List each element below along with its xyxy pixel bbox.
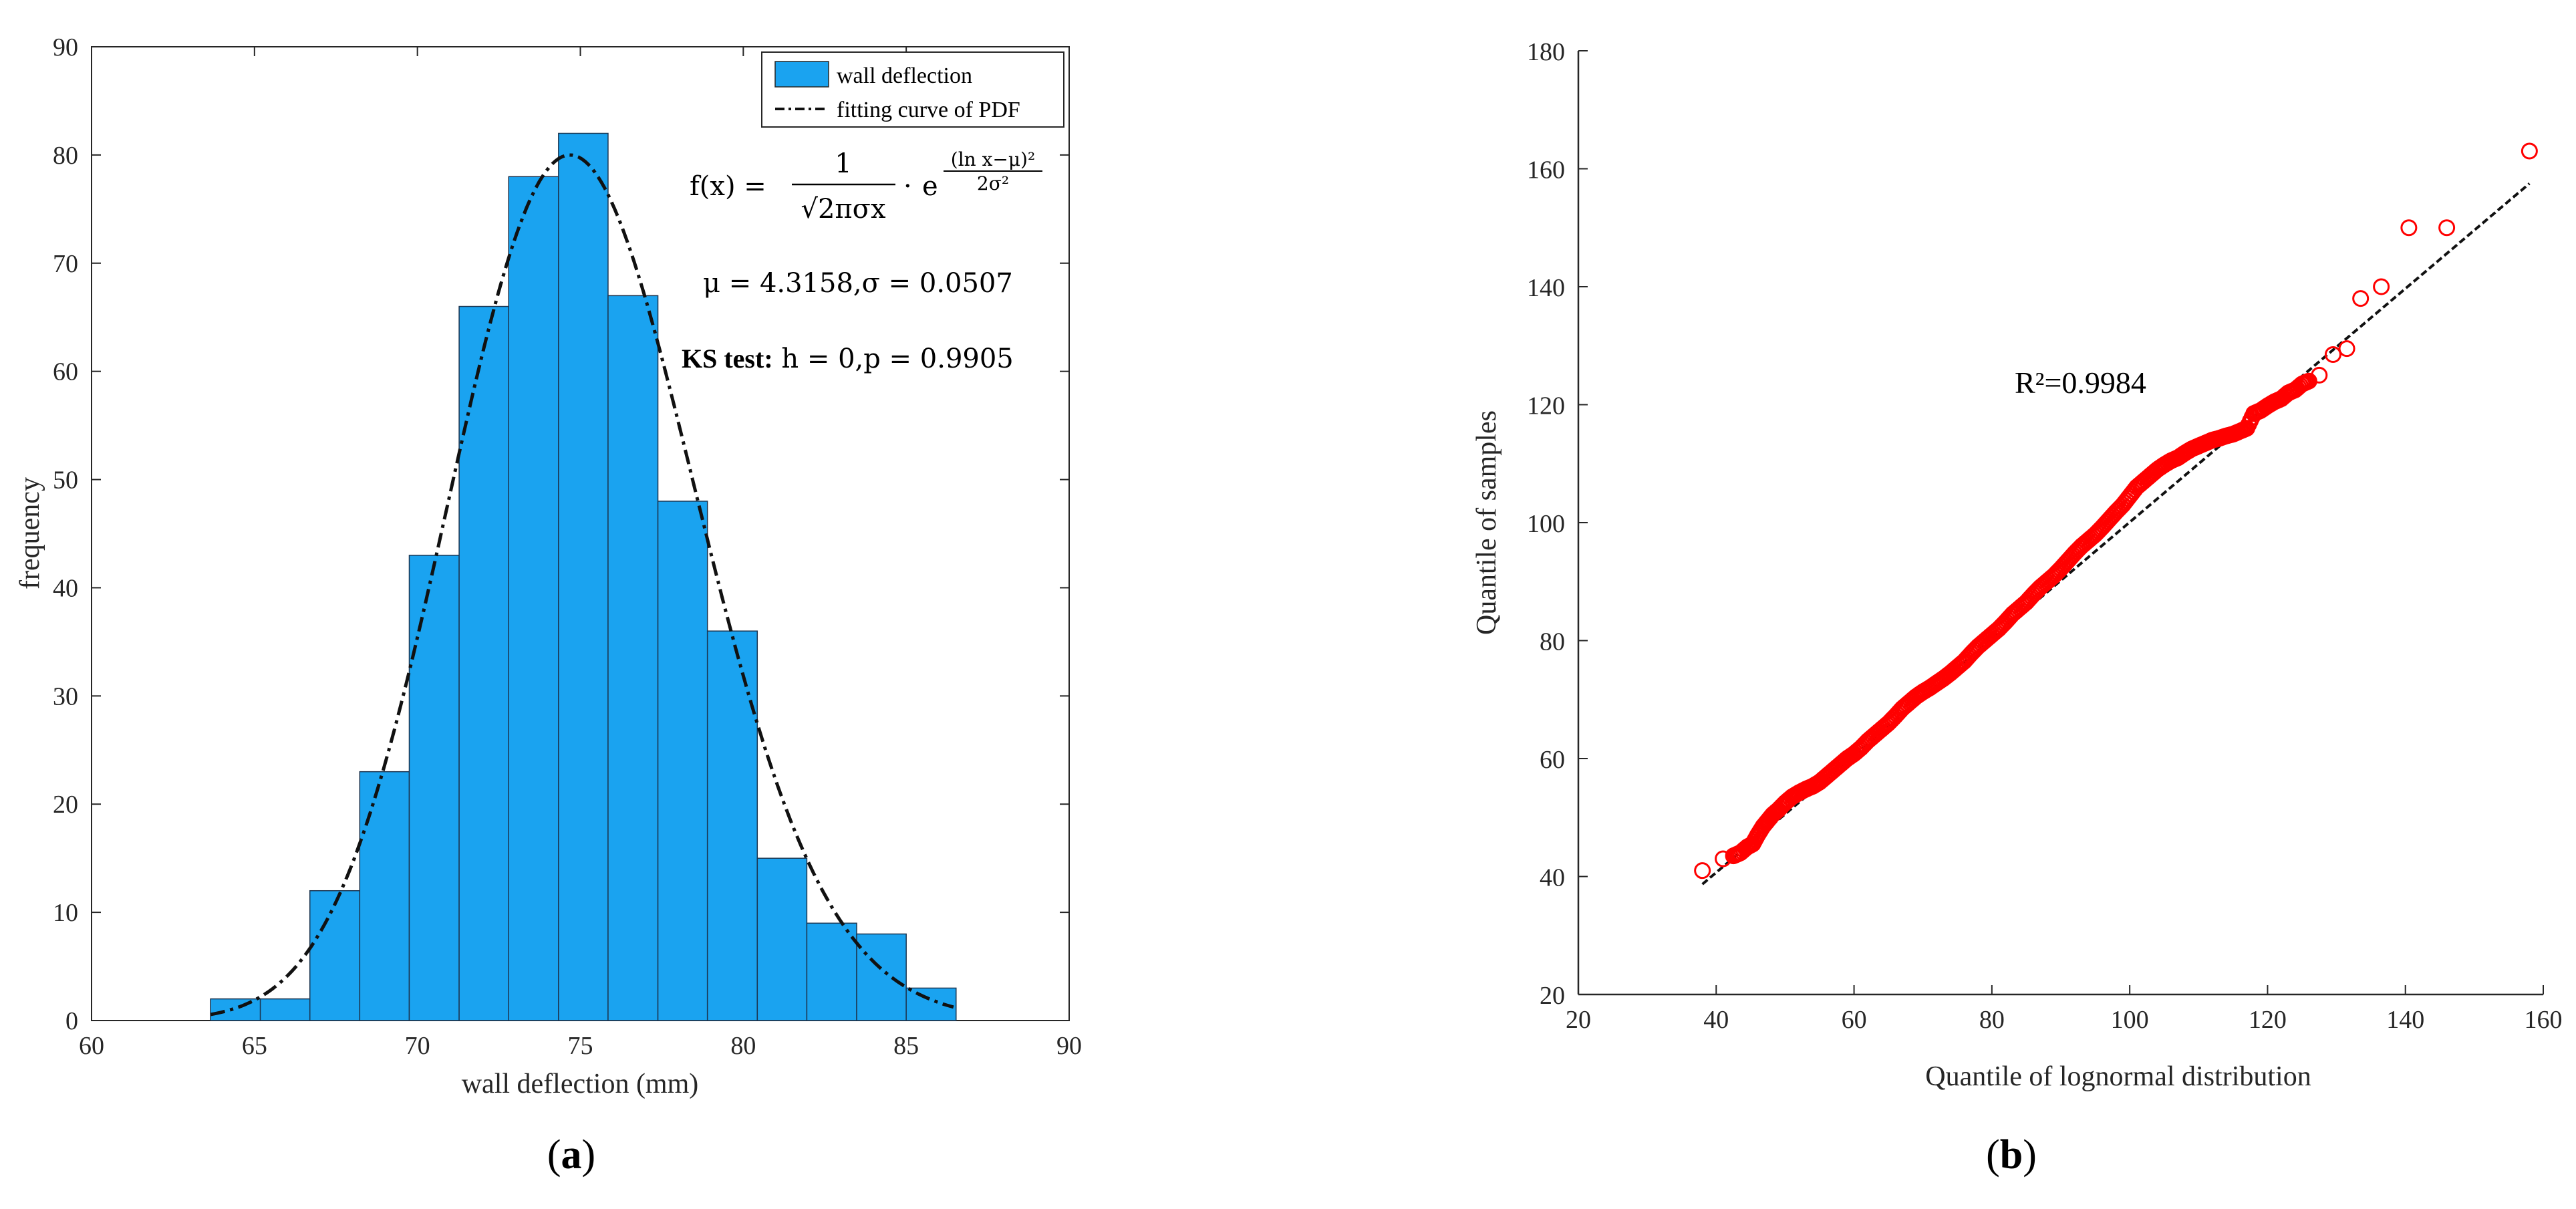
r-squared-annotation: R²=0.9984 — [2015, 366, 2146, 400]
histogram-bar — [309, 890, 361, 1021]
histogram-bar — [806, 922, 857, 1021]
qq-point — [2400, 219, 2418, 237]
x-tick-label: 60 — [79, 1032, 104, 1060]
y-tick-label: 30 — [53, 682, 78, 710]
qq-point — [2338, 340, 2355, 358]
y-tick-label: 20 — [1540, 982, 1565, 1010]
y-tick-label: 40 — [1540, 864, 1565, 892]
y-tick-label: 20 — [53, 791, 78, 819]
qq-point — [1694, 862, 1711, 880]
qq-point — [2438, 219, 2456, 237]
qq-point — [2521, 142, 2538, 160]
qq-point — [2324, 346, 2341, 363]
histogram-bar — [458, 305, 509, 1021]
y-tick-label: 0 — [65, 1007, 78, 1035]
qq-tick-marks — [1578, 50, 2544, 995]
x-tick-label: 100 — [2111, 1006, 2149, 1034]
histogram-bar — [359, 771, 410, 1021]
qq-point — [2311, 366, 2328, 384]
histogram-x-tick-labels: 60 65 70 75 80 85 90 — [79, 1032, 1082, 1060]
histogram-bar — [706, 630, 758, 1021]
formula-dot: · — [903, 171, 912, 202]
formula-exponent-denominator: 2σ² — [977, 172, 1009, 194]
y-tick-label: 80 — [53, 142, 78, 170]
x-tick-label: 80 — [730, 1032, 756, 1060]
y-tick-label: 90 — [53, 33, 78, 61]
x-tick-label: 60 — [1842, 1006, 1867, 1034]
formula-denominator: √2πσx — [801, 194, 886, 225]
histogram-bar — [558, 132, 609, 1021]
legend-curve-label: fitting curve of PDF — [837, 98, 1020, 122]
qq-point — [2373, 278, 2390, 295]
x-tick-label: 140 — [2386, 1006, 2424, 1034]
histogram-legend: wall deflection fitting curve of PDF — [761, 51, 1064, 128]
y-tick-label: 140 — [1527, 274, 1565, 302]
histogram-bar — [210, 998, 261, 1021]
y-tick-label: 60 — [1540, 746, 1565, 774]
qq-y-axis-label: Quantile of samples — [1471, 410, 1502, 635]
formula-lhs: f(x) = — [690, 171, 766, 202]
formula-exponent-numerator: (ln x−μ)² — [951, 148, 1035, 170]
histogram-bar — [408, 555, 460, 1021]
y-tick-label: 160 — [1527, 156, 1565, 184]
histogram-y-tick-labels: 0 10 20 30 40 50 60 70 80 90 — [53, 33, 78, 1035]
y-tick-label: 40 — [53, 574, 78, 602]
qq-y-tick-labels: 20 40 60 80 100 120 140 160 180 — [1527, 38, 1565, 1010]
histogram-bars — [210, 132, 957, 1021]
legend-bar-label: wall deflection — [837, 63, 972, 88]
x-tick-label: 70 — [405, 1032, 430, 1060]
fit-parameters: μ = 4.3158,σ = 0.0507 — [703, 268, 1013, 299]
histogram-y-axis-label: frequency — [15, 477, 45, 589]
qq-plot-panel: 20 40 60 80 100 120 140 160 20 40 60 80 100 120 140 16… — [1471, 38, 2563, 1178]
y-tick-label: 80 — [1540, 628, 1565, 656]
qq-x-axis-label: Quantile of lognormal distribution — [1925, 1061, 2311, 1092]
ks-test-result: KS test: h = 0,p = 0.9905 — [682, 344, 1014, 374]
histogram-bar — [259, 998, 311, 1021]
x-tick-label: 120 — [2249, 1006, 2287, 1034]
histogram-bar — [856, 933, 907, 1021]
x-tick-label: 40 — [1703, 1006, 1729, 1034]
panel-label-b: (b) — [1986, 1132, 2037, 1178]
histogram-bar — [508, 176, 559, 1021]
panel-label-a: (a) — [547, 1132, 595, 1178]
y-tick-label: 60 — [53, 358, 78, 386]
qq-points — [1694, 142, 2538, 880]
y-tick-label: 70 — [53, 250, 78, 278]
y-tick-label: 50 — [53, 466, 78, 495]
formula-e: e — [922, 171, 938, 202]
formula-numerator: 1 — [835, 148, 851, 179]
y-tick-label: 10 — [53, 899, 78, 927]
pdf-formula: f(x) = 1 √2πσx · e (ln x−μ)² 2σ² μ = 4.3… — [682, 148, 1042, 374]
histogram-bar — [756, 857, 808, 1021]
y-tick-label: 100 — [1527, 510, 1565, 538]
pdf-fit-curve — [210, 153, 954, 1017]
x-tick-label: 85 — [893, 1032, 919, 1060]
y-tick-label: 180 — [1527, 38, 1565, 66]
qq-x-tick-labels: 20 40 60 80 100 120 140 160 — [1566, 1006, 2563, 1034]
x-tick-label: 20 — [1566, 1006, 1591, 1034]
histogram-bar — [657, 501, 708, 1021]
x-tick-label: 80 — [1979, 1006, 2005, 1034]
histogram-x-axis-label: wall deflection (mm) — [462, 1069, 699, 1099]
histogram-bar — [607, 295, 659, 1021]
qq-point — [2352, 290, 2370, 307]
x-tick-label: 160 — [2525, 1006, 2563, 1034]
y-tick-label: 120 — [1527, 392, 1565, 420]
x-tick-label: 75 — [568, 1032, 593, 1060]
x-tick-label: 65 — [242, 1032, 267, 1060]
histogram-panel: 60 65 70 75 80 85 90 0 10 20 30 40 50 60 70 80 90 wall … — [15, 33, 1082, 1178]
x-tick-label: 90 — [1056, 1032, 1082, 1060]
legend-bar-swatch — [774, 61, 829, 88]
